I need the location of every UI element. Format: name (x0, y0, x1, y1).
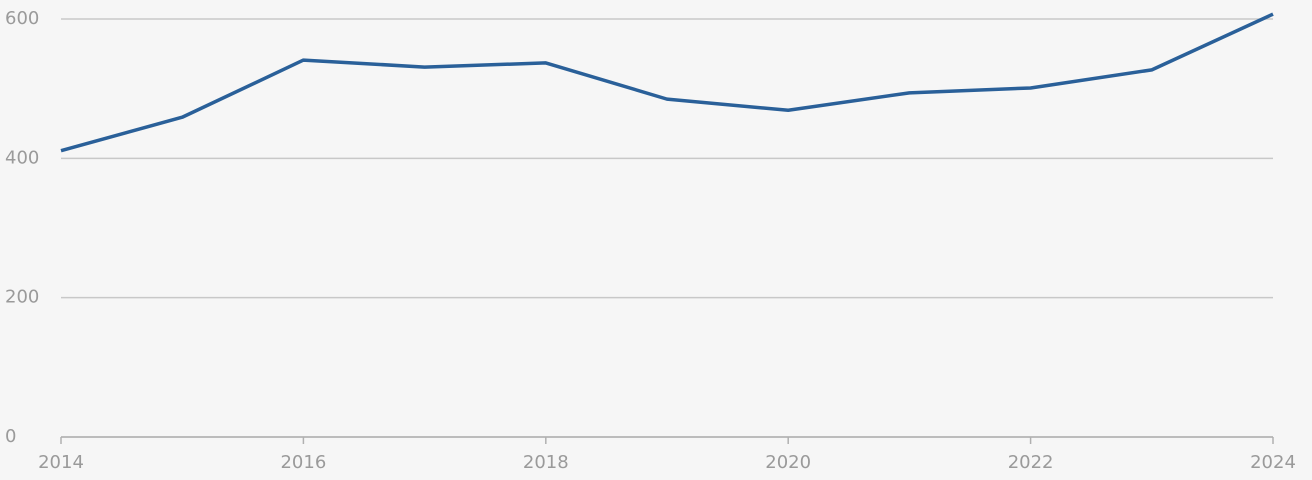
y-tick-label: 400 (5, 147, 39, 168)
x-tick-label: 2024 (1250, 452, 1296, 473)
data-line (60, 12, 1274, 153)
x-tick-label: 2020 (765, 452, 811, 473)
y-tick-label: 200 (5, 287, 39, 308)
x-tick-label: 2014 (38, 452, 84, 473)
y-tick-label: 600 (5, 8, 39, 29)
x-tick-label: 2018 (523, 452, 569, 473)
x-tick-label: 2022 (1008, 452, 1054, 473)
x-tick-label: 2016 (280, 452, 326, 473)
y-tick-label: 0 (5, 426, 16, 447)
